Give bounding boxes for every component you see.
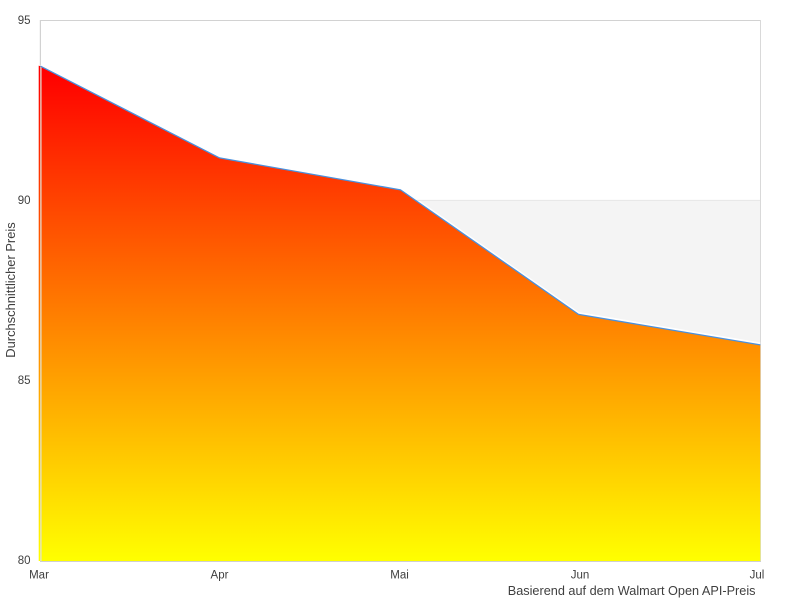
svg-text:Durchschnittlicher Preis: Durchschnittlicher Preis xyxy=(3,222,18,357)
svg-text:Jul: Jul xyxy=(750,570,765,582)
svg-text:Mai: Mai xyxy=(390,570,409,582)
svg-text:85: 85 xyxy=(18,375,31,387)
svg-text:Apr: Apr xyxy=(211,570,229,582)
svg-text:90: 90 xyxy=(18,195,31,207)
svg-text:Jun: Jun xyxy=(571,570,590,582)
svg-text:Basierend auf dem Walmart Open: Basierend auf dem Walmart Open API-Preis xyxy=(508,584,756,598)
svg-text:95: 95 xyxy=(18,15,31,27)
svg-text:80: 80 xyxy=(18,555,31,567)
svg-text:Mar: Mar xyxy=(29,570,49,582)
